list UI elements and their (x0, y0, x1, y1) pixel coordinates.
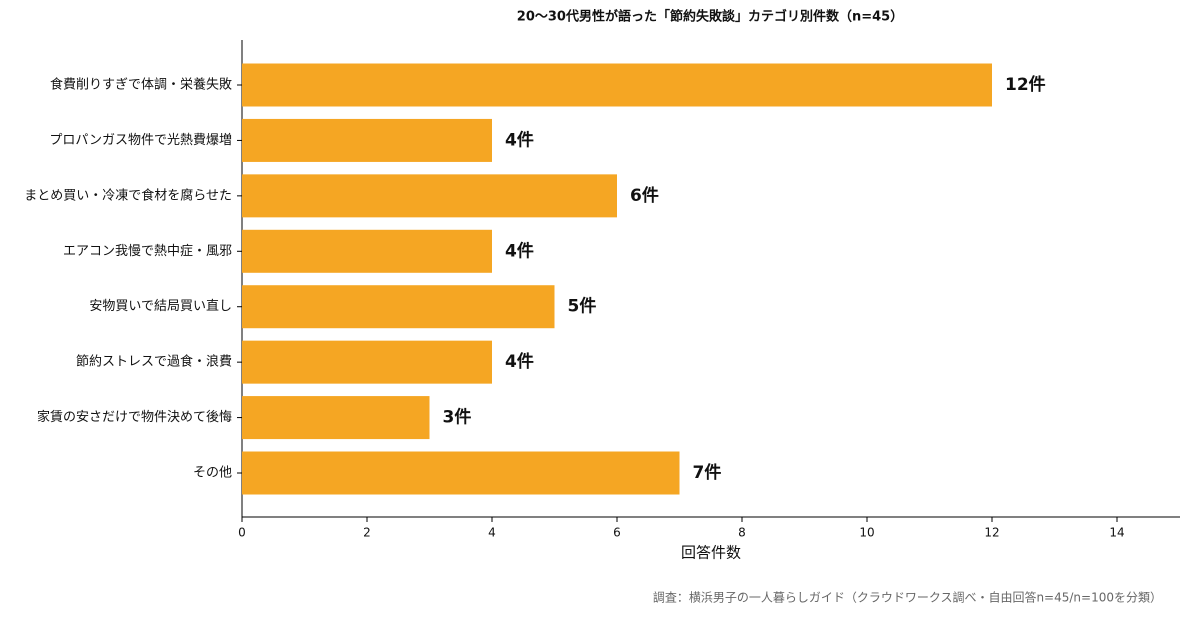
x-tick-label: 12 (984, 526, 999, 540)
value-label: 3件 (443, 407, 472, 428)
y-tick-label: エアコン我慢で熱中症・風邪 (63, 243, 232, 259)
chart-title: 20〜30代男性が語った「節約失敗談」カテゴリ別件数（n=45） (517, 9, 903, 25)
bar (242, 451, 680, 495)
value-label: 7件 (693, 462, 722, 483)
y-tick-label: 食費削りすぎで体調・栄養失敗 (50, 77, 232, 93)
y-tick-label: プロパンガス物件で光熱費爆増 (49, 133, 232, 148)
x-tick-label: 10 (859, 526, 874, 540)
x-tick-label: 6 (613, 526, 621, 540)
x-tick-label: 2 (363, 526, 371, 540)
x-tick-label: 14 (1109, 526, 1124, 540)
value-label: 6件 (630, 185, 659, 206)
bar (242, 118, 492, 162)
value-label: 4件 (505, 240, 534, 261)
x-axis-label: 回答件数 (681, 544, 741, 562)
bar (242, 174, 617, 218)
bar (242, 396, 430, 440)
bar (242, 285, 555, 329)
bar (242, 340, 492, 384)
x-tick-label: 4 (488, 526, 496, 540)
y-tick-label: まとめ買い・冷凍で食材を腐らせた (24, 187, 232, 203)
x-tick-label: 0 (238, 526, 246, 540)
y-tick-label: 家賃の安さだけで物件決めて後悔 (37, 409, 232, 425)
value-label: 4件 (505, 351, 534, 372)
source-note: 調査：横浜男子の一人暮らしガイド（クラウドワークス調べ・自由回答n=45/n=1… (653, 590, 1162, 605)
y-tick-label: 安物買いで結局買い直し (89, 299, 232, 314)
value-label: 12件 (1005, 74, 1046, 95)
bar (242, 229, 492, 273)
y-tick-label: 節約ストレスで過食・浪費 (76, 354, 232, 370)
x-tick-label: 8 (738, 526, 746, 540)
bar (242, 63, 992, 107)
value-label: 4件 (505, 129, 534, 150)
value-label: 5件 (568, 296, 597, 317)
y-tick-label: その他 (193, 466, 232, 481)
